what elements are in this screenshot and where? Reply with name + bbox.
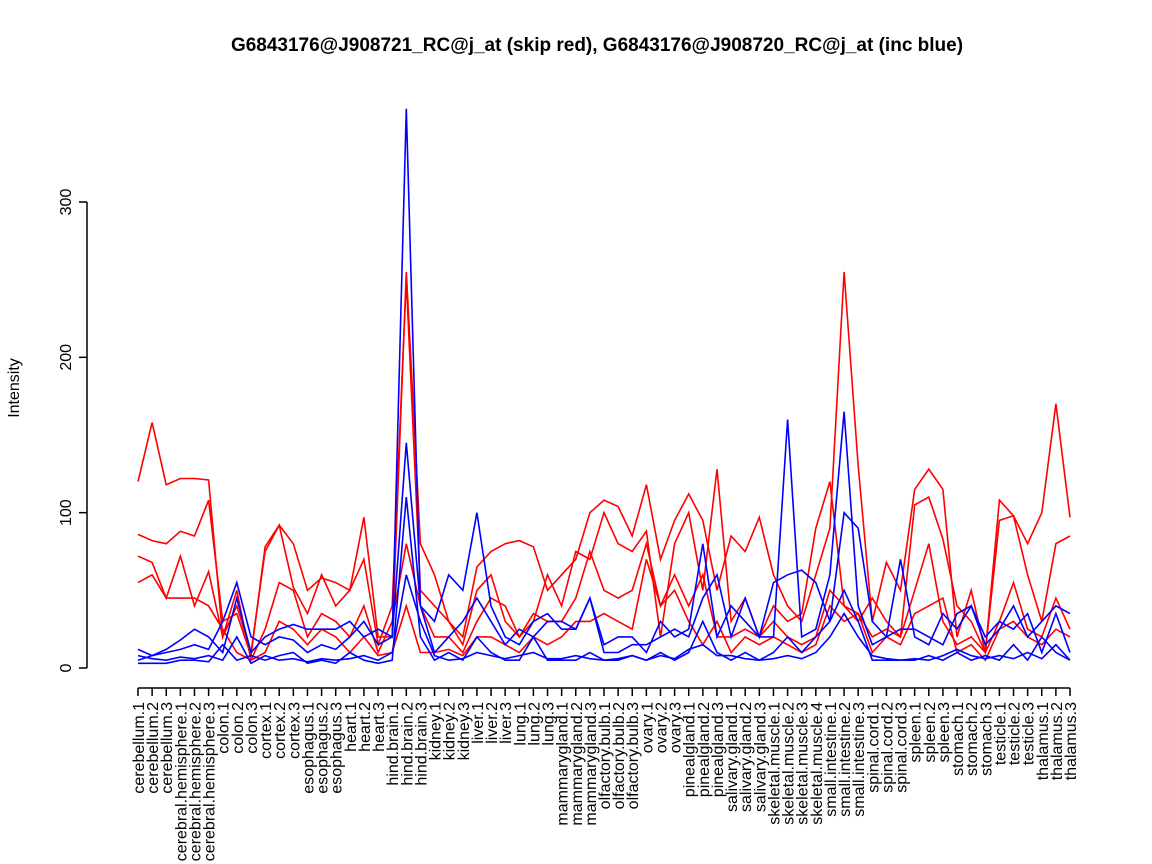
x-tick-label: stomach.3 [978, 702, 995, 776]
x-tick-label: pinealgland.1 [682, 702, 699, 797]
x-tick-label: kidney.1 [428, 702, 445, 761]
x-tick-label: liver.3 [498, 702, 515, 744]
x-tick-label: salivary.gland.1 [724, 702, 741, 812]
x-tick-label: stomach.1 [950, 702, 967, 776]
x-tick-label: skeletal.muscle.3 [795, 702, 812, 825]
x-tick-label: cortex.1 [258, 702, 275, 759]
series-line-inc-2 [137, 442, 1071, 657]
x-tick-label: small.intestine.2 [837, 702, 854, 817]
x-tick-label: mammarygland.2 [569, 702, 586, 826]
series-line-inc-4 [137, 574, 1071, 665]
x-tick-label: olfactory.bulb.1 [597, 702, 614, 809]
x-tick-label: spleen.3 [936, 702, 953, 763]
x-tick-label: hind.brain.2 [399, 702, 416, 786]
x-tick-label: colon.3 [244, 702, 261, 754]
series-line-skip-2 [137, 279, 1071, 656]
chart-title: G6843176@J908721_RC@j_at (skip red), G68… [231, 35, 963, 56]
y-tick-label: 300 [58, 189, 75, 216]
x-tick-label: colon.2 [230, 702, 247, 754]
x-tick-label: small.intestine.3 [851, 702, 868, 817]
x-tick-label: spinal.cord.1 [865, 702, 882, 793]
x-tick-label: thalamus.2 [1049, 702, 1066, 780]
x-tick-label: spleen.1 [908, 702, 925, 763]
x-tick-label: cerebellum.2 [145, 702, 162, 794]
x-tick-label: hind.brain.3 [413, 702, 430, 786]
y-axis-label: Intensity [6, 358, 23, 418]
x-tick-label: skeletal.muscle.1 [766, 702, 783, 825]
y-tick-label: 100 [58, 499, 75, 526]
x-tick-label: hind.brain.1 [385, 702, 402, 786]
x-tick-label: cerebellum.1 [131, 702, 148, 794]
x-tick-label: small.intestine.1 [823, 702, 840, 817]
series-lines [137, 108, 1071, 665]
x-tick-label: olfactory.bulb.3 [625, 702, 642, 809]
x-tick-label: mammarygland.1 [555, 702, 572, 826]
x-tick-label: kidney.2 [442, 702, 459, 761]
x-tick-label: spleen.2 [922, 702, 939, 763]
y-tick-label: 0 [58, 663, 75, 672]
x-tick-label: testicle.1 [992, 702, 1009, 765]
x-tick-label: stomach.2 [964, 702, 981, 776]
x-tick-label: cerebral.hemisphere.2 [187, 702, 204, 861]
x-tick-label: pinealgland.2 [696, 702, 713, 797]
x-tick-label: cortex.2 [272, 702, 289, 759]
x-tick-label: colon.1 [216, 702, 233, 754]
x-tick-label: liver.1 [470, 702, 487, 744]
x-tick-label: cortex.3 [286, 702, 303, 759]
axes: 0 100 200 300 cerebellum.1cerebellum.2cerebe… [58, 189, 1080, 862]
x-tick-label: pinealgland.3 [710, 702, 727, 797]
x-tick-label: ovary.3 [668, 702, 685, 753]
y-tick-label: 200 [58, 344, 75, 371]
x-tick-label: cerebellum.3 [159, 702, 176, 794]
x-tick-label: heart.2 [357, 702, 374, 752]
x-tick-label: liver.2 [484, 702, 501, 744]
x-tick-label: heart.1 [343, 702, 360, 752]
x-tick-label: ovary.1 [639, 702, 656, 753]
x-tick-label: testicle.2 [1007, 702, 1024, 765]
x-tick-label: thalamus.3 [1063, 702, 1080, 780]
x-tick-label: mammarygland.3 [583, 702, 600, 826]
x-tick-label: esophagus.1 [300, 702, 317, 794]
series-line-inc-1 [137, 108, 1071, 661]
x-tick-label: testicle.3 [1021, 702, 1038, 765]
x-tick-label: kidney.3 [456, 702, 473, 761]
x-tick-label: cerebral.hemisphere.3 [202, 702, 219, 861]
x-tick-label: spinal.cord.3 [894, 702, 911, 793]
x-tick-label: olfactory.bulb.2 [611, 702, 628, 809]
x-tick-label: salivary.gland.2 [738, 702, 755, 812]
x-tick-label: salivary.gland.3 [752, 702, 769, 812]
x-tick-label: lung.1 [512, 702, 529, 746]
x-tick-label: esophagus.3 [329, 702, 346, 794]
x-tick-label: lung.3 [541, 702, 558, 746]
x-tick-label: skeletal.muscle.4 [809, 702, 826, 825]
x-tick-label: spinal.cord.2 [879, 702, 896, 793]
series-line-skip-3 [137, 540, 1071, 663]
x-tick-label: cerebral.hemisphere.1 [173, 702, 190, 861]
x-tick-label: ovary.2 [653, 702, 670, 753]
series-line-skip-4 [137, 559, 1071, 662]
x-tick-label: lung.2 [526, 702, 543, 746]
series-line-skip-1 [137, 271, 1071, 653]
x-tick-label: esophagus.2 [315, 702, 332, 794]
x-tick-label: heart.3 [371, 702, 388, 752]
x-tick-label: thalamus.1 [1035, 702, 1052, 780]
x-tick-label: skeletal.muscle.2 [781, 702, 798, 825]
